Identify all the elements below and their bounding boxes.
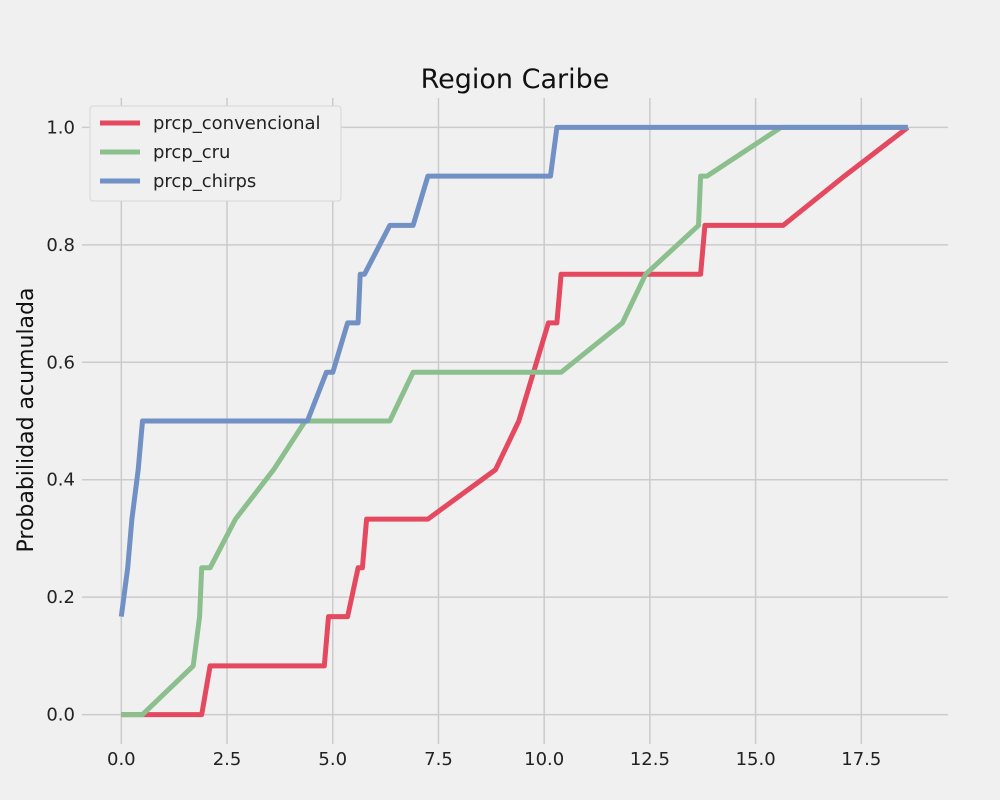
series-line-prcp-convencional: [121, 125, 910, 718]
y-tick-label: 0.2: [46, 587, 75, 608]
legend-label: prcp_convencional: [153, 113, 321, 134]
x-tick-labels: 0.0 2.5 5.0 7.5 10.0 12.5 15.0 17.5: [107, 749, 881, 770]
chart-title: Region Caribe: [421, 64, 610, 95]
legend-label: prcp_cru: [153, 142, 230, 163]
legend-label: prcp_chirps: [153, 171, 256, 192]
y-tick-label: 1.0: [46, 117, 75, 138]
legend-frame: [89, 105, 342, 202]
y-tick-label: 0.6: [46, 352, 75, 373]
x-tick-label: 0.0: [107, 749, 136, 770]
x-tick-label: 12.5: [630, 749, 670, 770]
series-lines: [118, 124, 910, 718]
legend: prcp_convencional prcp_cru prcp_chirps: [89, 105, 342, 202]
y-tick-label: 0.0: [46, 705, 75, 726]
x-tick-label: 15.0: [736, 749, 776, 770]
series-line-prcp-cru: [121, 124, 908, 718]
y-tick-label: 0.4: [46, 470, 75, 491]
series-line-prcp-chirps: [118, 124, 908, 617]
x-tick-label: 17.5: [841, 749, 881, 770]
x-tick-label: 10.0: [524, 749, 564, 770]
y-tick-labels: 0.0 0.2 0.4 0.6 0.8 1.0: [46, 117, 75, 725]
x-tick-label: 5.0: [318, 749, 347, 770]
x-tick-label: 2.5: [213, 749, 242, 770]
x-tick-label: 7.5: [424, 749, 453, 770]
y-axis-title: Probabilidad acumulada: [14, 288, 39, 553]
y-tick-label: 0.8: [46, 235, 75, 256]
